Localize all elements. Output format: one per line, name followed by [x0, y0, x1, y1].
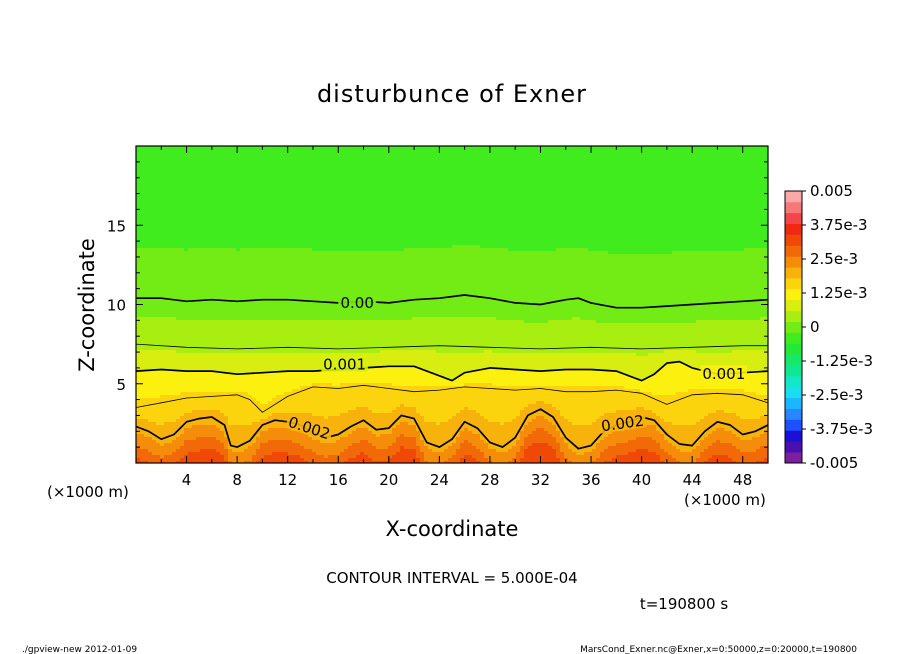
chart-title: disturbunce of Exner — [317, 80, 587, 108]
